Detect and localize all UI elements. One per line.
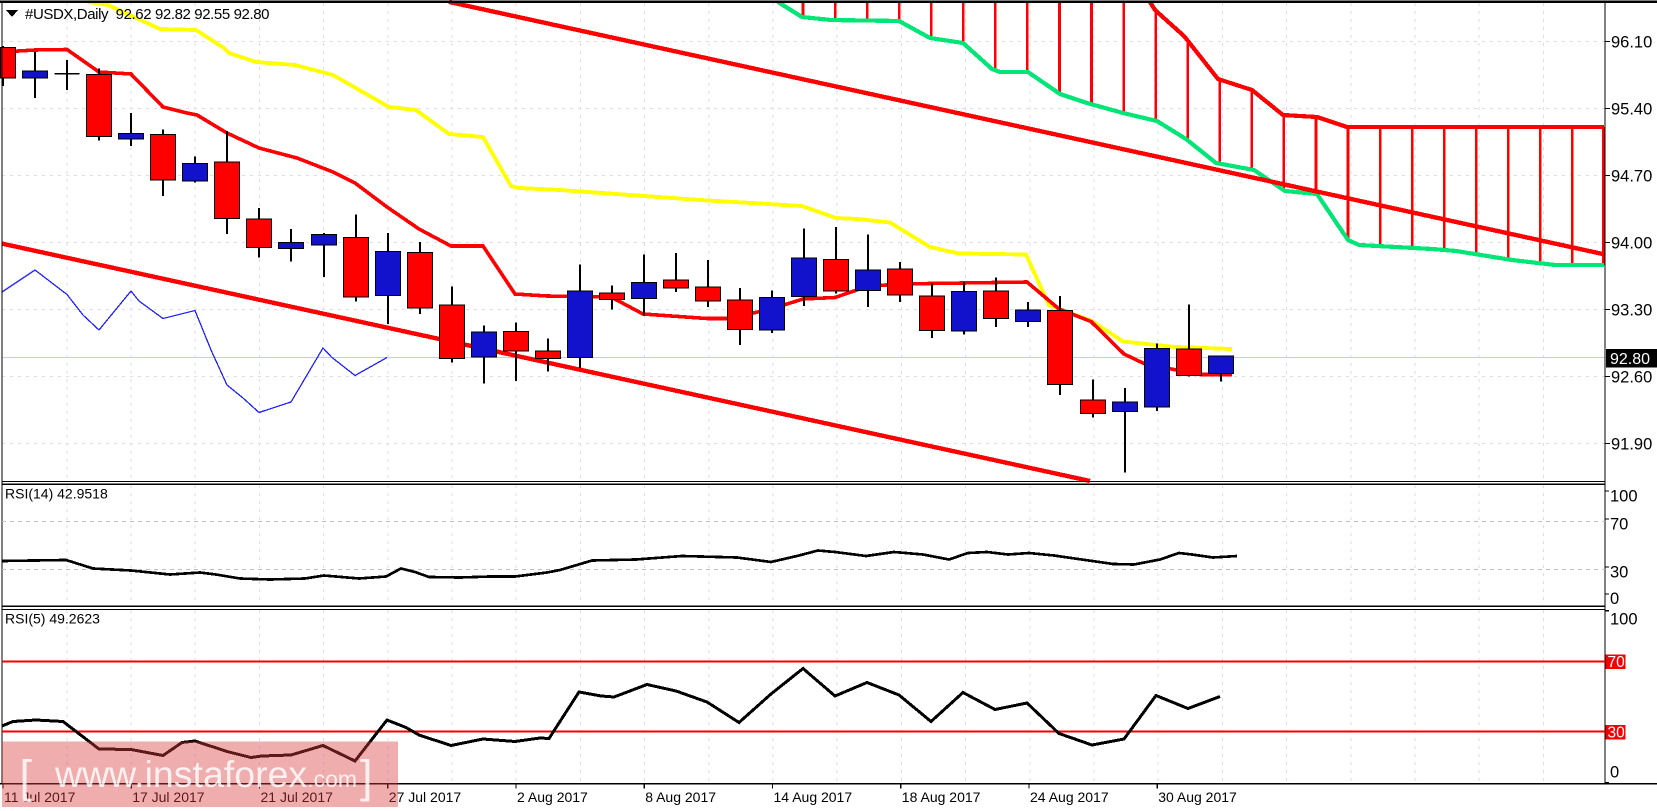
svg-text:0: 0 <box>1610 764 1619 782</box>
svg-text:RSI(14) 42.9518: RSI(14) 42.9518 <box>5 486 108 502</box>
svg-text:18 Aug 2017: 18 Aug 2017 <box>902 789 981 805</box>
svg-text:96.10: 96.10 <box>1611 33 1652 51</box>
svg-text:]: ] <box>360 751 373 802</box>
svg-text:RSI(5) 49.2623: RSI(5) 49.2623 <box>5 611 100 627</box>
svg-text:93.30: 93.30 <box>1611 301 1652 319</box>
svg-text:www.instaforex.com: www.instaforex.com <box>54 753 357 795</box>
svg-text:70: 70 <box>1610 515 1628 533</box>
svg-text:27 Jul 2017: 27 Jul 2017 <box>389 789 462 805</box>
svg-text:94.00: 94.00 <box>1611 234 1652 252</box>
svg-text:21 Jul 2017: 21 Jul 2017 <box>261 789 334 805</box>
svg-text:94.70: 94.70 <box>1611 167 1652 185</box>
svg-text:17 Jul 2017: 17 Jul 2017 <box>132 789 205 805</box>
svg-text:8 Aug 2017: 8 Aug 2017 <box>645 789 716 805</box>
svg-text:#USDX,Daily 92.62 92.82 92.55: #USDX,Daily 92.62 92.82 92.55 92.80 <box>25 6 269 23</box>
svg-text:92.60: 92.60 <box>1611 368 1652 386</box>
svg-text:24 Aug 2017: 24 Aug 2017 <box>1030 789 1109 805</box>
svg-text:0: 0 <box>1610 590 1619 608</box>
svg-text:14 Aug 2017: 14 Aug 2017 <box>774 789 853 805</box>
svg-text:70: 70 <box>1608 654 1626 671</box>
svg-text:2 Aug 2017: 2 Aug 2017 <box>517 789 588 805</box>
svg-text:11 Jul 2017: 11 Jul 2017 <box>4 789 76 805</box>
svg-text:[: [ <box>20 751 33 802</box>
svg-text:100: 100 <box>1610 611 1638 629</box>
svg-text:91.90: 91.90 <box>1611 435 1652 453</box>
svg-text:100: 100 <box>1610 487 1638 505</box>
svg-text:30 Aug 2017: 30 Aug 2017 <box>1158 789 1237 805</box>
svg-text:95.40: 95.40 <box>1611 100 1652 118</box>
svg-text:92.80: 92.80 <box>1610 351 1650 368</box>
svg-text:30: 30 <box>1610 563 1628 581</box>
svg-text:30: 30 <box>1608 724 1626 741</box>
